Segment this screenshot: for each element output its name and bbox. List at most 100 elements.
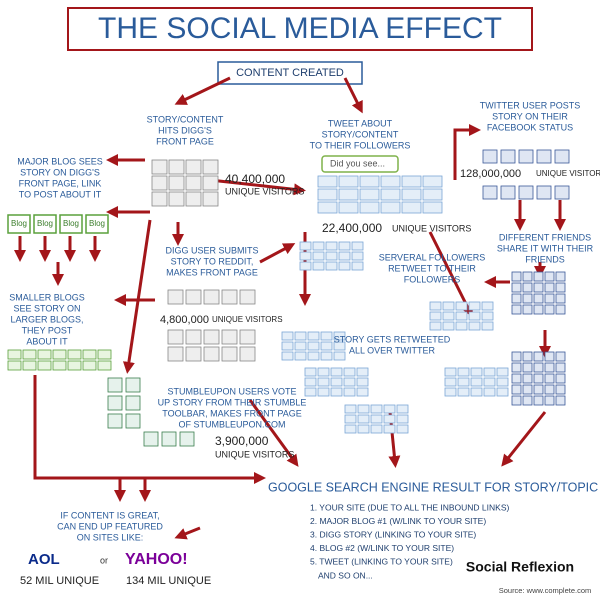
- icon: [511, 395, 522, 406]
- label: 22,400,000: [322, 221, 382, 235]
- icon: [151, 175, 168, 191]
- icon: [333, 341, 346, 351]
- icon: [359, 201, 380, 214]
- icon: [338, 241, 351, 251]
- icon: [522, 282, 533, 293]
- label: DIGG USER SUBMITS: [165, 245, 258, 255]
- icon: [168, 159, 185, 175]
- icon: [522, 373, 533, 384]
- label: STORY/CONTENT: [147, 114, 224, 124]
- icon: [522, 271, 533, 282]
- arrows: [14, 76, 566, 540]
- icon: [317, 188, 338, 201]
- icon: [500, 149, 516, 164]
- icon: [203, 329, 220, 345]
- icon: [281, 351, 294, 361]
- icon: [522, 304, 533, 315]
- icon: [185, 346, 202, 362]
- icon: [455, 311, 468, 321]
- label: ALL OVER TWITTER: [349, 345, 436, 355]
- blog-icon: [59, 214, 83, 234]
- icon: [544, 351, 555, 362]
- icon: [338, 188, 359, 201]
- icon: [343, 387, 356, 397]
- arrow: [33, 375, 266, 484]
- icon: [325, 241, 338, 251]
- blog-icon: [85, 214, 109, 234]
- label: THE SOCIAL MEDIA EFFECT: [98, 12, 502, 45]
- icon: [151, 191, 168, 207]
- icon: [221, 289, 238, 305]
- icon: [168, 175, 185, 191]
- icon: [307, 331, 320, 341]
- icon: [496, 367, 509, 377]
- icon: [107, 395, 123, 411]
- label: 2. MAJOR BLOG #1 (W/LINK TO YOUR SITE): [310, 516, 486, 526]
- icon: [554, 185, 570, 200]
- icon: [380, 175, 401, 188]
- label: THEY POST: [22, 325, 73, 335]
- icon: [317, 387, 330, 397]
- icon: [185, 289, 202, 305]
- icon: [555, 271, 566, 282]
- icon: [82, 349, 97, 360]
- label: 3,900,000: [215, 434, 269, 448]
- icon: [338, 261, 351, 271]
- icon: [22, 360, 37, 371]
- icon: [370, 404, 383, 414]
- icon: [470, 367, 483, 377]
- icon: [330, 377, 343, 387]
- label: TOOLBAR, MAKES FRONT PAGE: [162, 408, 302, 418]
- icon: [511, 282, 522, 293]
- arrow: [122, 219, 152, 374]
- label: UNIQUE VISITORS: [392, 223, 471, 233]
- icon: [522, 384, 533, 395]
- icon: [304, 377, 317, 387]
- icon: [544, 395, 555, 406]
- icon: [202, 175, 219, 191]
- label: 134 MIL UNIQUE: [126, 575, 211, 587]
- icon: [468, 301, 481, 311]
- label: YAHOO!: [125, 551, 188, 568]
- icon: [351, 261, 364, 271]
- icon: [22, 349, 37, 360]
- icon: [333, 331, 346, 341]
- blog-icon: [33, 214, 57, 234]
- icon: [429, 321, 442, 331]
- icon: [239, 289, 256, 305]
- label: SMALLER BLOGS: [9, 292, 85, 302]
- arrow: [501, 411, 547, 467]
- icon: [107, 413, 123, 429]
- icon: [312, 261, 325, 271]
- icon: [97, 349, 112, 360]
- icon: [442, 311, 455, 321]
- icon: [401, 188, 422, 201]
- icon: [544, 282, 555, 293]
- label: DIFFERENT FRIENDS: [499, 232, 591, 242]
- icon: [396, 424, 409, 434]
- icon: [37, 349, 52, 360]
- label: STORY/CONTENT: [322, 129, 399, 139]
- icon: [344, 424, 357, 434]
- label: CONTENT CREATED: [236, 67, 344, 79]
- label: STORY ON THEIR: [492, 111, 568, 121]
- icon: [338, 201, 359, 214]
- icon: [470, 387, 483, 397]
- icon: [511, 351, 522, 362]
- icon: [317, 201, 338, 214]
- icon: [511, 384, 522, 395]
- icon: [239, 346, 256, 362]
- icon: [555, 351, 566, 362]
- icon: [496, 377, 509, 387]
- tweet-box: [321, 155, 399, 173]
- icon: [522, 293, 533, 304]
- blog-icon-label: Blog: [37, 219, 53, 228]
- label: UNIQUE VISITORS: [536, 169, 600, 178]
- icon: [483, 367, 496, 377]
- label: AND SO ON...: [318, 570, 373, 580]
- label: TWEET ABOUT: [328, 118, 393, 128]
- icon: [151, 159, 168, 175]
- icon: [351, 251, 364, 261]
- icon: [555, 304, 566, 315]
- icon: [281, 331, 294, 341]
